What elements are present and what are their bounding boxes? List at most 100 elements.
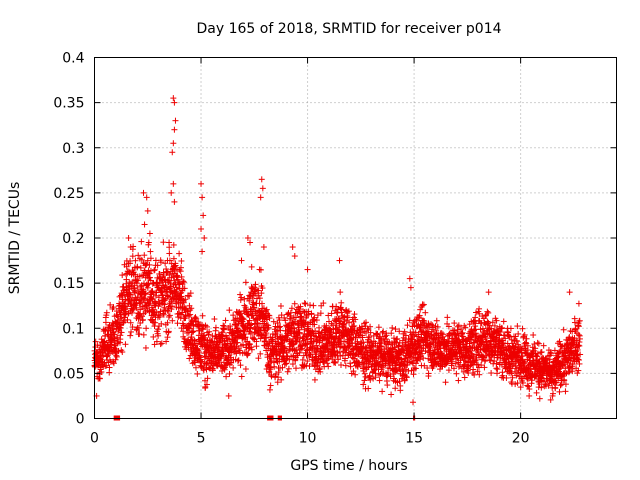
data-point: [118, 329, 125, 336]
data-point: [125, 235, 132, 241]
data-point: [336, 257, 343, 264]
data-point: [122, 341, 129, 348]
data-point: [113, 352, 120, 359]
data-point: [140, 189, 147, 196]
data-point: [485, 289, 492, 296]
y-tick-label: 0.2: [62, 231, 84, 247]
data-point: [461, 374, 468, 381]
data-point: [186, 355, 193, 362]
data-point: [142, 291, 149, 298]
data-point: [143, 194, 150, 201]
data-point: [238, 257, 245, 264]
data-point: [123, 276, 130, 283]
data-point: [166, 257, 173, 264]
y-tick-label: 0.1: [62, 321, 84, 337]
data-point: [111, 341, 118, 348]
data-point: [347, 363, 354, 370]
y-tick-label: 0.4: [62, 51, 84, 67]
data-point: [176, 250, 183, 257]
data-point: [257, 266, 264, 273]
data-point: [199, 194, 206, 201]
data-point: [171, 277, 178, 284]
data-point: [422, 309, 429, 316]
data-point: [253, 343, 260, 350]
data-point: [186, 293, 193, 300]
data-point: [560, 326, 567, 333]
data-point: [310, 302, 317, 309]
data-point: [98, 368, 105, 375]
data-point: [130, 269, 137, 276]
data-point: [198, 180, 205, 187]
data-point: [151, 266, 158, 273]
data-point: [150, 333, 157, 340]
data-point: [137, 264, 144, 271]
data-point: [147, 248, 154, 255]
data-point: [178, 273, 185, 280]
data-point: [141, 252, 148, 259]
data-point: [153, 338, 160, 345]
data-point: [384, 382, 391, 389]
data-point: [136, 331, 143, 338]
data-point: [102, 326, 109, 333]
data-point: [237, 291, 244, 298]
data-point: [158, 259, 165, 266]
data-point: [291, 253, 298, 260]
data-point: [119, 291, 126, 298]
data-point: [534, 339, 541, 346]
data-point: [442, 379, 449, 386]
x-tick-label: 0: [90, 431, 99, 447]
data-point: [132, 257, 139, 264]
data-point: [266, 386, 273, 393]
data-point: [135, 252, 142, 259]
data-point: [137, 283, 144, 290]
data-point: [144, 257, 151, 264]
data-point: [223, 373, 230, 380]
data-point: [242, 279, 249, 286]
data-point: [177, 264, 184, 271]
data-point: [552, 384, 559, 391]
data-point: [242, 366, 249, 373]
data-point: [158, 320, 165, 327]
data-point: [337, 289, 344, 296]
data-point: [519, 325, 526, 332]
data-point: [388, 391, 395, 398]
y-tick-label: 0.05: [53, 366, 84, 382]
data-point: [252, 281, 259, 288]
data-point: [212, 324, 219, 331]
x-axis-label: GPS time / hours: [290, 458, 407, 474]
data-point: [172, 117, 179, 124]
data-point: [174, 276, 181, 283]
data-point: [165, 328, 172, 335]
data-point: [285, 365, 292, 372]
data-point: [338, 361, 345, 368]
data-point: [153, 309, 160, 316]
data-point: [129, 309, 136, 316]
data-point: [507, 325, 514, 332]
data-point: [155, 294, 162, 301]
data-point: [169, 317, 176, 324]
data-point: [575, 300, 582, 307]
data-point: [246, 341, 253, 348]
data-point: [181, 279, 188, 286]
data-point: [166, 312, 173, 319]
data-point: [134, 263, 141, 270]
data-point: [138, 238, 145, 245]
data-point: [493, 365, 500, 372]
data-point: [267, 382, 274, 389]
data-point: [154, 262, 161, 269]
data-point: [129, 279, 136, 286]
data-point: [187, 290, 194, 297]
x-tick-label: 20: [512, 431, 530, 447]
y-tick-label: 0: [76, 412, 85, 428]
data-point: [307, 302, 314, 309]
data-point: [150, 306, 157, 313]
data-point: [188, 305, 195, 312]
data-point: [259, 185, 266, 192]
y-tick-label: 0.25: [53, 186, 84, 202]
data-point: [238, 373, 245, 380]
data-point: [129, 253, 136, 260]
data-point: [311, 376, 318, 383]
data-point: [325, 363, 332, 370]
data-point: [170, 241, 177, 248]
